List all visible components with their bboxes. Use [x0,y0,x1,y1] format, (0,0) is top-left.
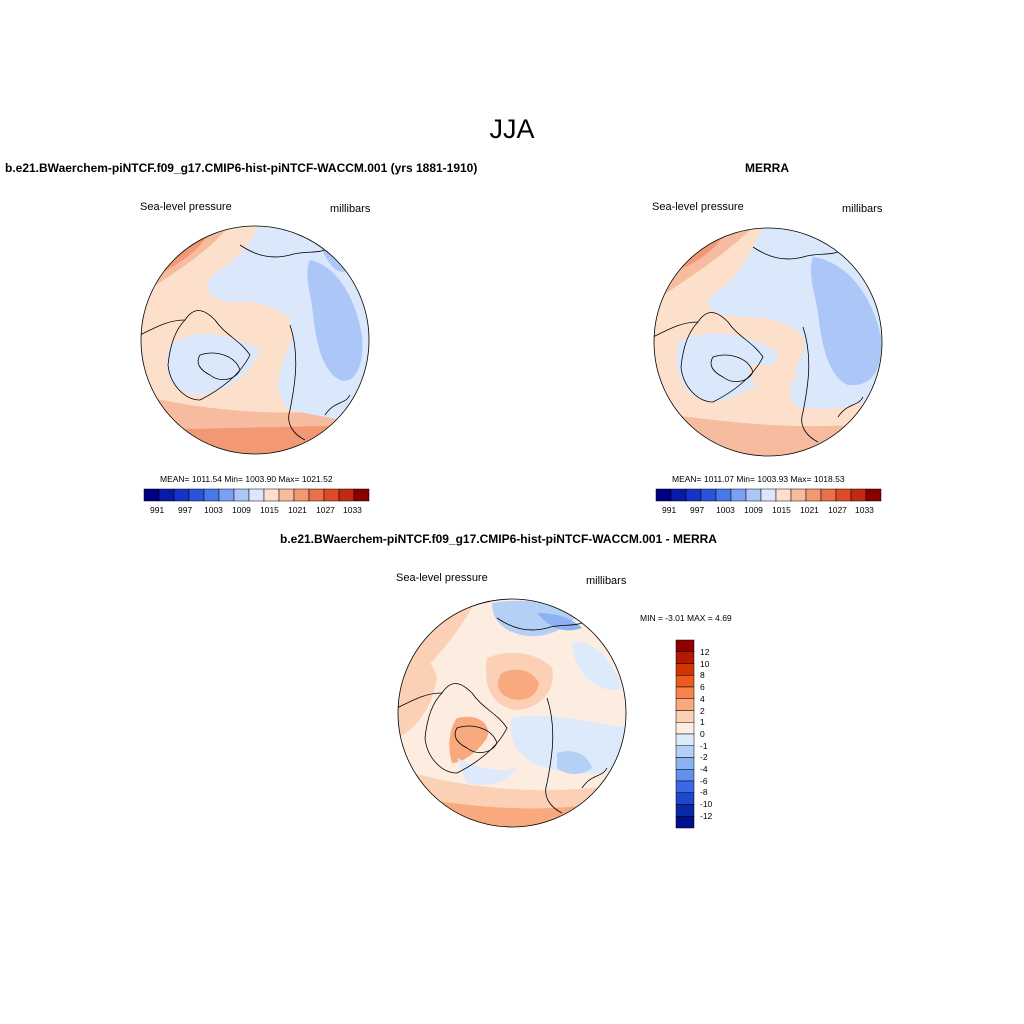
panel-diff-units-label: millibars [586,575,627,587]
panel-diff-colorbar-label: -2 [700,752,708,762]
colorbar-swatch [248,488,265,502]
colorbar-swatch [730,488,747,502]
panel-diff-colorbar-label: -12 [700,811,713,821]
panel-diff-colorbar-label: 1 [700,717,705,727]
colorbar-swatch [188,488,205,502]
colorbar-swatch [850,488,867,502]
panel-obs-colorbar-label: 997 [690,505,705,515]
colorbar-swatch [805,488,822,502]
colorbar-swatch [760,488,777,502]
panel-obs-colorbar-label: 1003 [716,505,735,515]
colorbar-swatch [158,488,175,502]
panel-diff-map [397,598,627,828]
colorbar-swatch [675,792,695,805]
colorbar-swatch [203,488,220,502]
colorbar-swatch [675,757,695,770]
colorbar-swatch [865,488,882,502]
colorbar-swatch [675,698,695,711]
panel-model-variable-label: Sea-level pressure [140,201,232,213]
colorbar-swatch [675,780,695,793]
colorbar-swatch [353,488,370,502]
colorbar-swatch [700,488,717,502]
panel-diff-colorbar-label: -8 [700,787,708,797]
panel-diff-colorbar [675,639,695,829]
colorbar-swatch [685,488,702,502]
colorbar-swatch [675,745,695,758]
panel-diff-variable-label: Sea-level pressure [396,572,488,584]
colorbar-swatch [675,639,695,652]
panel-model-colorbar-label: 1033 [343,505,362,515]
panel-obs-colorbar-label: 1009 [744,505,763,515]
panel-obs-colorbar-label: 1015 [772,505,791,515]
colorbar-swatch [715,488,732,502]
colorbar-swatch [675,686,695,699]
panel-model-colorbar-label: 997 [178,505,193,515]
panel-diff-colorbar-label: 8 [700,670,705,680]
panel-model-colorbar [143,488,370,502]
panel-diff-colorbar-label: -1 [700,741,708,751]
panel-model-colorbar-label: 1021 [288,505,307,515]
panel-model-colorbar-label: 991 [150,505,165,515]
panel-diff-colorbar-label: 10 [700,659,710,669]
panel-model-colorbar-label: 1027 [316,505,335,515]
colorbar-swatch [278,488,295,502]
colorbar-swatch [790,488,807,502]
colorbar-swatch [675,722,695,735]
panel-diff-title: b.e21.BWaerchem-piNTCF.f09_g17.CMIP6-his… [280,532,717,546]
colorbar-swatch [675,651,695,664]
colorbar-swatch [218,488,235,502]
panel-model-units-label: millibars [330,203,371,215]
panel-model-title: b.e21.BWaerchem-piNTCF.f09_g17.CMIP6-his… [5,161,478,175]
panel-diff-colorbar-label: 2 [700,706,705,716]
panel-diff-colorbar-label: 6 [700,682,705,692]
panel-diff-colorbar-label: 4 [700,694,705,704]
colorbar-swatch [338,488,355,502]
colorbar-swatch [263,488,280,502]
figure-title: JJA [489,114,535,144]
panel-obs-map [653,227,883,457]
panel-obs-stats: MEAN= 1011.07 Min= 1003.93 Max= 1018.53 [672,474,845,484]
panel-obs-colorbar [655,488,882,502]
panel-model-colorbar-label: 1003 [204,505,223,515]
panel-diff-stats: MIN = -3.01 MAX = 4.69 [640,613,732,623]
panel-diff-colorbar-label: 0 [700,729,705,739]
colorbar-swatch [655,488,672,502]
panel-model-colorbar-label: 1009 [232,505,251,515]
colorbar-swatch [820,488,837,502]
panel-diff-colorbar-label: 12 [700,647,710,657]
colorbar-swatch [670,488,687,502]
panel-diff-colorbar-label: -10 [700,799,713,809]
colorbar-swatch [233,488,250,502]
panel-obs-colorbar-label: 1033 [855,505,874,515]
panel-model-stats: MEAN= 1011.54 Min= 1003.90 Max= 1021.52 [160,474,333,484]
colorbar-swatch [675,675,695,688]
panel-obs-variable-label: Sea-level pressure [652,201,744,213]
panel-model-colorbar-label: 1015 [260,505,279,515]
colorbar-swatch [675,769,695,782]
colorbar-swatch [293,488,310,502]
panel-obs-colorbar-label: 991 [662,505,677,515]
colorbar-swatch [775,488,792,502]
colorbar-swatch [675,710,695,723]
colorbar-swatch [675,663,695,676]
colorbar-swatch [835,488,852,502]
colorbar-swatch [323,488,340,502]
panel-obs-colorbar-label: 1027 [828,505,847,515]
panel-diff-colorbar-label: -4 [700,764,708,774]
panel-obs-units-label: millibars [842,203,883,215]
panel-obs-colorbar-label: 1021 [800,505,819,515]
colorbar-swatch [675,816,695,829]
colorbar-swatch [308,488,325,502]
panel-obs-title: MERRA [745,161,789,175]
panel-diff-colorbar-label: -6 [700,776,708,786]
colorbar-swatch [173,488,190,502]
colorbar-swatch [143,488,160,502]
colorbar-swatch [745,488,762,502]
colorbar-swatch [675,733,695,746]
colorbar-swatch [675,804,695,817]
panel-model-map [140,225,370,455]
